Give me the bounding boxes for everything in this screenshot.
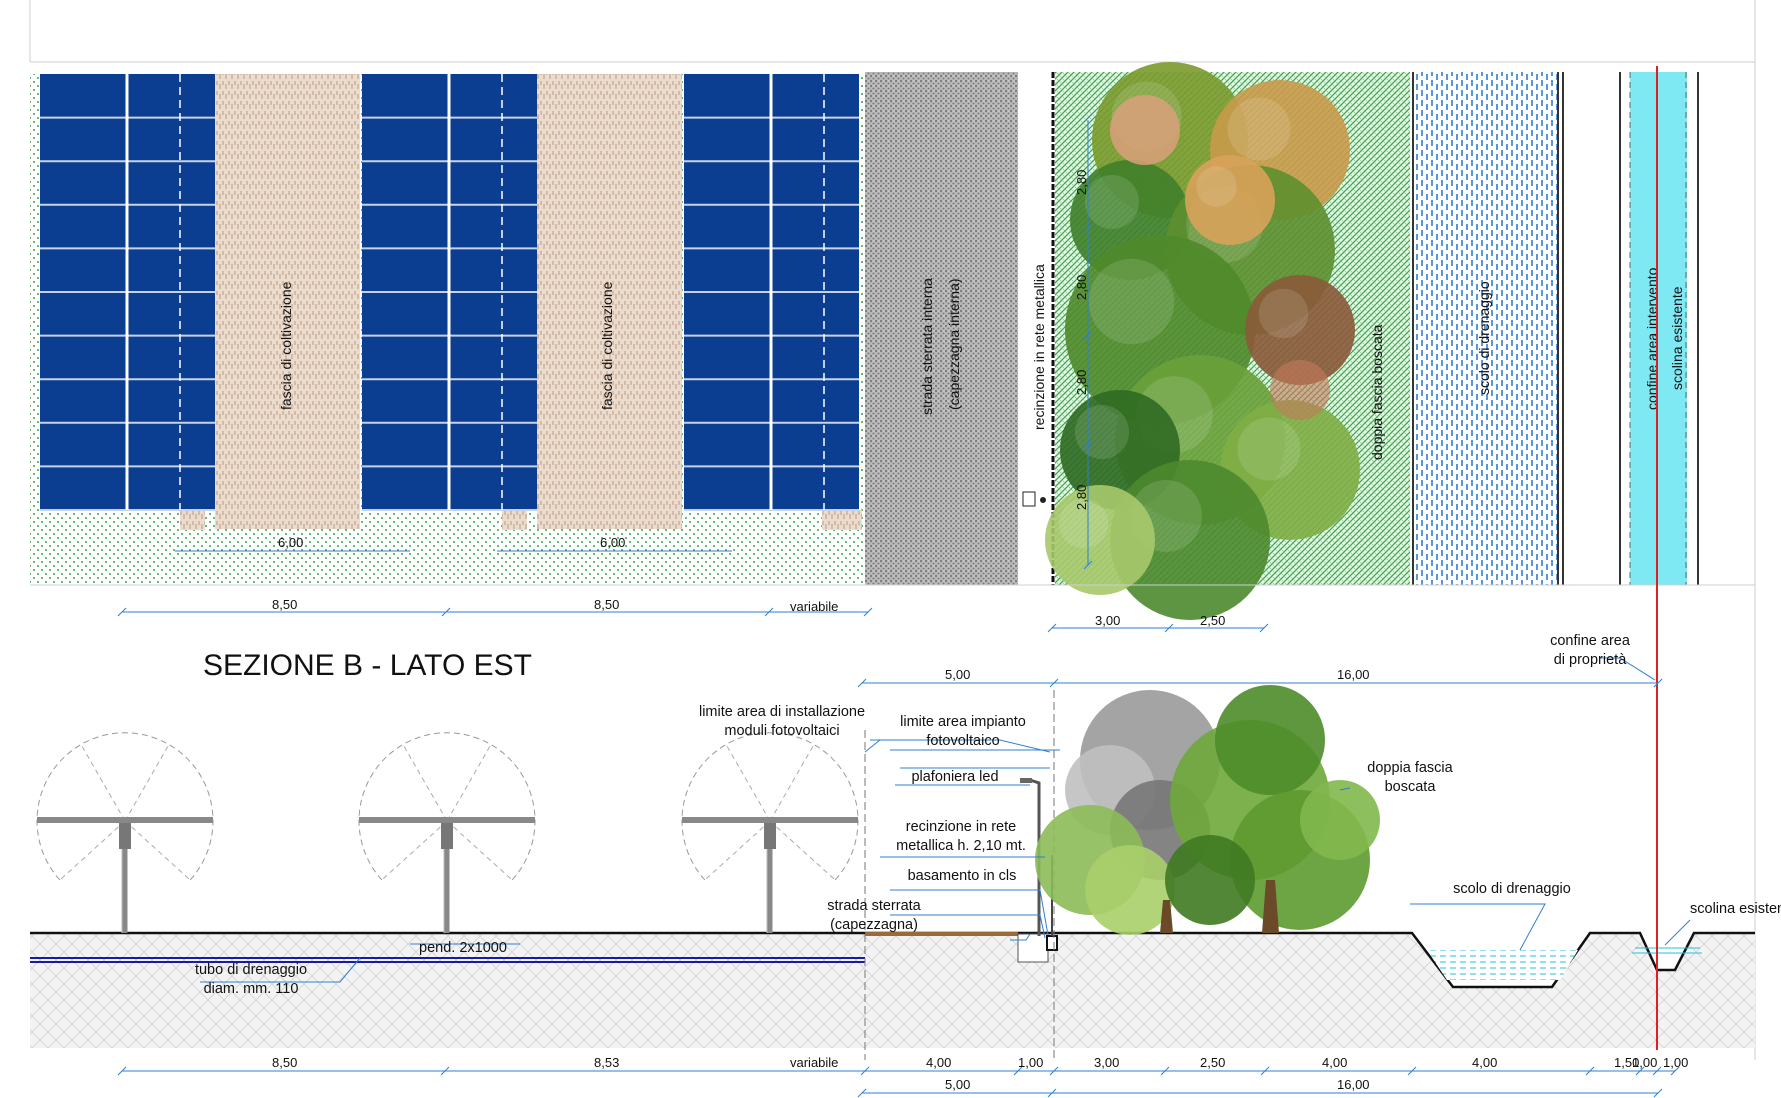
pitch-dim-3: variabile: [790, 599, 838, 614]
dirt-road-label-2: (capezzagna): [830, 917, 918, 933]
section-tree-5: [1085, 845, 1175, 935]
spacing-1: 2,80: [1074, 170, 1089, 195]
drain-section-label: scolo di drenaggio: [1453, 881, 1571, 897]
fence-label: recinzione in rete metallica: [1031, 264, 1047, 430]
bottom-dim-8: 4,00: [1322, 1055, 1347, 1070]
slope-label: pend. 2x1000: [419, 940, 507, 956]
pv-panel-rows: [40, 74, 859, 511]
wood-label-1: doppia fascia: [1367, 760, 1453, 776]
lamp-label: plafoniera led: [911, 769, 998, 785]
bottom-dim-9: 4,00: [1472, 1055, 1497, 1070]
wood-label-2: boscata: [1385, 779, 1437, 795]
spacing-2: 2,80: [1074, 275, 1089, 300]
drain-pipe-label-2: diam. mm. 110: [204, 981, 299, 997]
pitch-dim-1: 8,50: [272, 597, 297, 612]
spacing-4: 2,80: [1074, 485, 1089, 510]
bottom-dim-2: 8,53: [594, 1055, 619, 1070]
pv-row-2: [362, 74, 537, 511]
crop-width-dim-2: 6,00: [600, 535, 625, 550]
bottom-dim-5: 1,00: [1018, 1055, 1043, 1070]
wood-belt-section: [1035, 685, 1380, 935]
bottom-total-2: 16,00: [1337, 1077, 1370, 1092]
crop-strip-label-2: fascia di coltivazione: [599, 281, 615, 410]
fence-label-1: recinzione in rete: [906, 819, 1016, 835]
section-tree-7: [1215, 685, 1325, 795]
base-label: basamento in cls: [908, 868, 1017, 884]
bottom-dim-10: 1,50: [1614, 1055, 1639, 1070]
pv-tracker-2: [358, 732, 536, 933]
ditch-water: [1427, 950, 1578, 980]
bottom-dimensions: 8,50 8,53 variabile 4,00 1,00 3,00 2,50 4,00 4,0…: [117, 1055, 1688, 1098]
ditch-label: scolina esistente: [1669, 286, 1685, 390]
pv-tracker-1: [36, 732, 214, 933]
wood-belt-label: doppia fascia boscata: [1369, 324, 1385, 460]
bottom-dim-4: 4,00: [926, 1055, 951, 1070]
section-tree-10: [1165, 835, 1255, 925]
top-dim-1: 5,00: [945, 667, 970, 682]
plan-tree-12: [1185, 155, 1275, 245]
bottom-dim-11: 1,00: [1632, 1055, 1657, 1070]
section-title: SEZIONE B - LATO EST: [203, 649, 532, 682]
bottom-dim-3: variabile: [790, 1055, 838, 1070]
crop-strip-3: [180, 510, 205, 530]
crop-strip-label-1: fascia di coltivazione: [278, 281, 294, 410]
fence-base: [1046, 935, 1058, 951]
bottom-dim-1: 8,50: [272, 1055, 297, 1070]
drain-pipe-label-1: tubo di drenaggio: [195, 962, 307, 978]
bottom-dim-12: 1,00: [1663, 1055, 1688, 1070]
crop-strip-4: [502, 510, 527, 530]
pv-limit-label-2: moduli fotovoltaici: [724, 723, 839, 739]
plan-tree-11: [1045, 485, 1155, 595]
crop-strip-2: [537, 74, 682, 529]
plan-tree-10: [1110, 460, 1270, 620]
pitch-dim-2: 8,50: [594, 597, 619, 612]
crop-strip-1: [215, 74, 360, 529]
crop-width-dim-1: 6,00: [278, 535, 303, 550]
plant-limit-label-1: limite area impianto: [900, 714, 1026, 730]
pv-row-1: [40, 74, 215, 511]
plan-view: fascia di coltivazione fascia di coltiva…: [30, 62, 1755, 633]
plan-dimensions: 6,00 6,00 8,50 8,50 variabile 3,00 2,50: [117, 535, 1269, 633]
internal-road: [865, 72, 1018, 585]
boundary-label-2: di proprietà: [1554, 652, 1627, 668]
plant-limit-label-2: fotovoltaico: [926, 733, 999, 749]
ditch-water-plan: [1630, 72, 1687, 585]
spacing-3: 2,80: [1074, 370, 1089, 395]
pv-trackers: [36, 732, 859, 933]
bottom-dim-7: 2,50: [1200, 1055, 1225, 1070]
bottom-dim-6: 3,00: [1094, 1055, 1119, 1070]
wood-belt-trees: [1045, 62, 1360, 620]
section-view: confine area di proprietà limite area di…: [30, 66, 1781, 1098]
boundary-label-1: confine area: [1550, 633, 1631, 649]
pv-row-3: [684, 74, 859, 511]
ground-line: [30, 931, 1755, 989]
ditch-section-label: scolina esistente: [1690, 901, 1781, 917]
crop-strip-5: [822, 510, 862, 530]
wood-dim-2: 2,50: [1200, 613, 1225, 628]
top-dim-2: 16,00: [1337, 667, 1370, 682]
pv-limit-label-1: limite area di installazione: [699, 704, 865, 720]
led-lamp: [1029, 778, 1041, 936]
drain-label: scolo di drenaggio: [1476, 281, 1492, 395]
section-tree-9: [1300, 780, 1380, 860]
dirt-road-label-1: strada sterrata: [827, 898, 921, 914]
plan-tree-6: [1245, 275, 1355, 385]
road-label-1: strada sterrata interna: [919, 278, 935, 415]
pv-tracker-3: [681, 732, 859, 933]
wood-dim-1: 3,00: [1095, 613, 1120, 628]
drain-channel-plan: [1415, 72, 1557, 585]
bottom-total-1: 5,00: [945, 1077, 970, 1092]
fence-label-2: metallica h. 2,10 mt.: [896, 838, 1026, 854]
road-label-2: (capezzagna interna): [946, 278, 962, 410]
